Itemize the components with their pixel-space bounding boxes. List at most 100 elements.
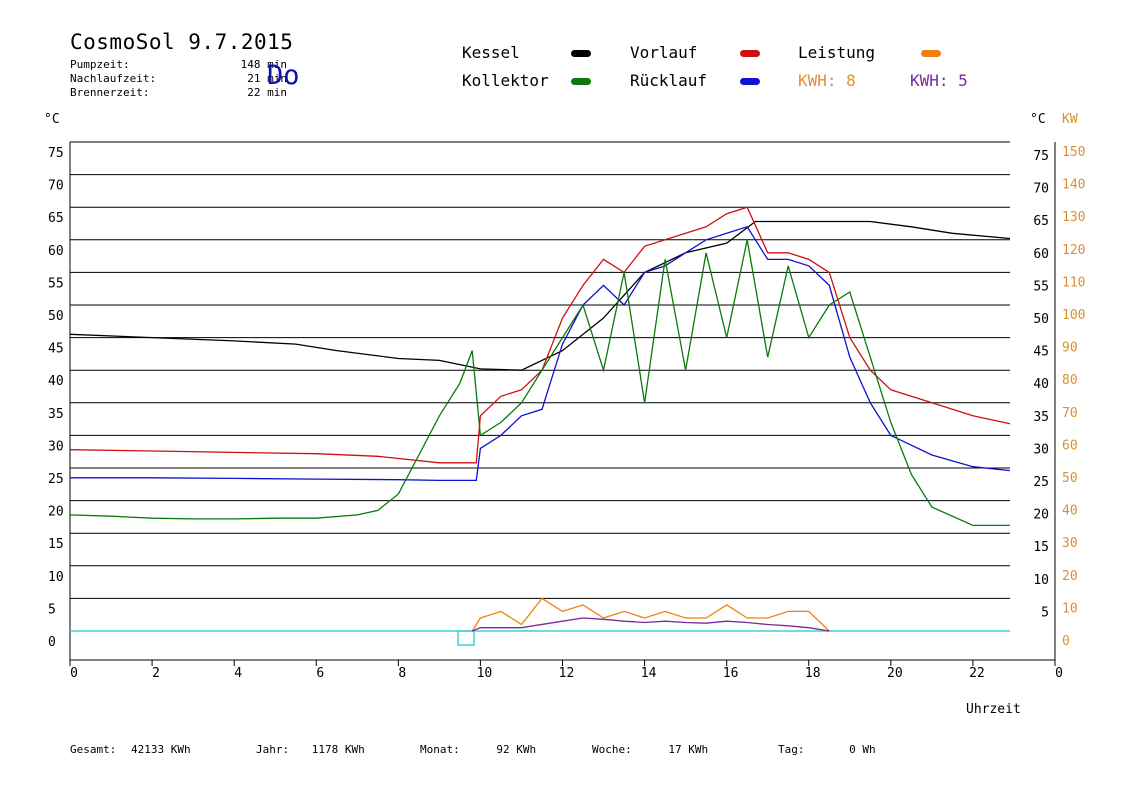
legend-vorlauf-swatch [740,50,760,57]
footer-gesamt-label: Gesamt: [70,743,117,756]
x-tick-label: 8 [398,666,406,681]
x-axis-label: Uhrzeit [966,702,1021,717]
x-tick-label: 6 [316,666,324,681]
y-tick-label-kw: 0 [1062,634,1070,649]
x-tick-label: 12 [559,666,575,681]
y-tick-label-right: 20 [1033,508,1049,523]
weekday-label: Do [267,60,300,91]
y-tick-label-right: 50 [1033,312,1049,327]
legend-ruecklauf-swatch [740,78,760,85]
y-tick-label-right: 70 [1033,182,1049,197]
y-tick-label-left: 65 [48,211,64,226]
legend-ruecklauf-label: Rücklauf [630,71,708,90]
ruecklauf-line [70,226,1010,482]
footer-monat-value: 92 KWh [496,743,537,756]
footer-woche-label: Woche: [592,743,632,756]
stat-nachlaufzeit: Nachlaufzeit: 21 min [70,72,287,85]
x-tick-label: 4 [234,666,242,681]
chart-title: CosmoSol 9.7.2015 [70,30,294,54]
x-tick-label: 2 [152,666,160,681]
y-tick-label-kw: 150 [1062,145,1085,160]
legend-leistung-label: Leistung [798,43,876,62]
stat-value: 148 min [240,58,287,71]
x-tick-label: 22 [969,666,985,681]
x-tick-label: 20 [887,666,903,681]
y-tick-label-left: 75 [48,146,64,161]
stat-pumpzeit: Pumpzeit: 148 min [70,58,287,71]
y-tick-label-left: 10 [48,570,64,585]
y-tick-label-kw: 70 [1062,406,1078,421]
y-axis-unit-kw: KW [1062,112,1078,127]
y-tick-label-kw: 90 [1062,341,1078,356]
footer-jahr-label: Jahr: [256,743,290,756]
x-tick-label: 0 [70,666,78,681]
vorlauf-line [69,206,1011,464]
y-tick-label-right: 40 [1033,377,1049,392]
x-tick-label: 18 [805,666,821,681]
legend-kwh1: KWH: 8 [798,71,856,90]
y-tick-label-kw: 10 [1062,601,1078,616]
y-tick-label-left: 40 [48,374,64,389]
kwh-line [471,617,830,632]
legend-kessel-label: Kessel [462,43,520,62]
y-tick-label-kw: 20 [1062,569,1078,584]
y-tick-label-right: 45 [1033,345,1049,360]
y-tick-label-left: 0 [48,635,56,650]
y-tick-label-right: 30 [1033,442,1049,457]
y-tick-label-kw: 60 [1062,438,1078,453]
y-tick-label-kw: 130 [1062,210,1085,225]
stat-value: 22 min [247,86,287,99]
stat-value: 21 min [247,72,287,85]
y-tick-label-kw: 110 [1062,275,1085,290]
footer-monat-label: Monat: [420,743,460,756]
y-tick-label-left: 30 [48,439,64,454]
y-tick-label-left: 50 [48,309,64,324]
kollektor-line [69,239,1010,527]
y-tick-label-left: 45 [48,342,64,357]
y-tick-label-left: 55 [48,276,64,291]
y-tick-label-kw: 30 [1062,536,1078,551]
footer-woche-value: 17 KWh [668,743,709,756]
y-tick-label-kw: 100 [1062,308,1085,323]
leistung-line [471,597,830,632]
y-tick-label-right: 25 [1033,475,1049,490]
y-tick-label-right: 65 [1033,214,1049,229]
footer-tag: Tag: 0 Wh [778,743,876,756]
y-tick-label-left: 20 [48,505,64,520]
y-axis-unit-left: °C [44,112,60,127]
y-tick-label-kw: 120 [1062,243,1085,258]
footer-jahr: Jahr: 1178 KWh [256,743,365,756]
x-tick-label: 16 [723,666,739,681]
y-tick-label-right: 75 [1033,149,1049,164]
y-tick-label-left: 15 [48,537,64,552]
legend-kollektor-swatch [571,78,591,85]
y-axis-unit-right: °C [1030,112,1046,127]
kessel-line [69,220,1010,371]
y-tick-label-left: 5 [48,602,56,617]
y-tick-label-kw: 140 [1062,178,1085,193]
y-tick-label-right: 10 [1033,573,1049,588]
legend-kwh2: KWH: 5 [910,71,968,90]
y-tick-label-left: 35 [48,407,64,422]
legend-kollektor-label: Kollektor [462,71,549,90]
footer-jahr-value: 1178 KWh [311,743,365,756]
y-tick-label-left: 70 [48,179,64,194]
footer-monat: Monat: 92 KWh [420,743,536,756]
y-tick-label-kw: 40 [1062,504,1078,519]
legend-leistung-swatch [921,50,941,57]
y-tick-label-left: 25 [48,472,64,487]
y-tick-label-left: 60 [48,244,64,259]
legend-vorlauf-label: Vorlauf [630,43,698,62]
y-tick-label-right: 15 [1033,540,1049,555]
footer-gesamt-value: 42133 KWh [130,743,191,756]
stat-label: Brennerzeit: [70,86,150,99]
x-tick-label: 0 [1055,666,1063,681]
x-tick-label: 14 [641,666,657,681]
y-tick-label-right: 35 [1033,410,1049,425]
y-tick-label-right: 55 [1033,279,1049,294]
y-tick-label-right: 60 [1033,247,1049,262]
footer-tag-value: 0 Wh [849,743,876,756]
y-tick-label-right: 5 [1041,605,1049,620]
footer-tag-label: Tag: [778,743,805,756]
